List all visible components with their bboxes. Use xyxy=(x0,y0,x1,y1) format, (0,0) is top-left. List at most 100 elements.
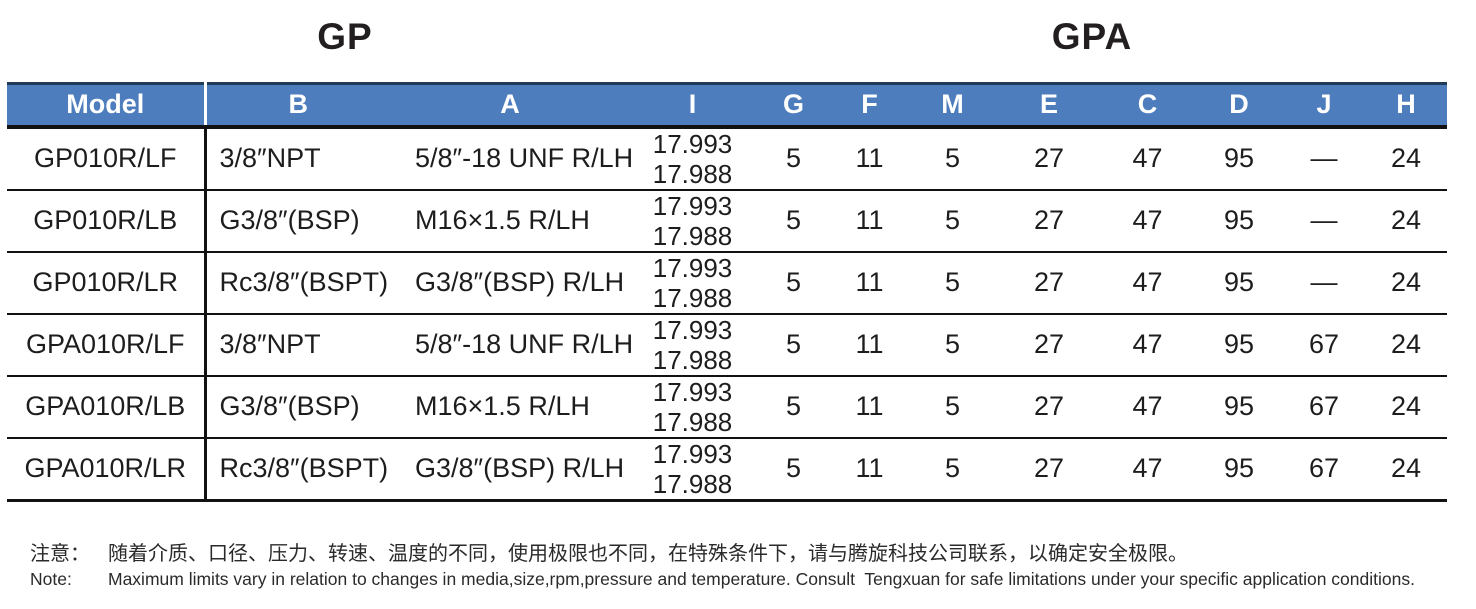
cell-f: 11 xyxy=(832,313,907,377)
cell-i: 17.993 17.988 xyxy=(630,437,755,502)
cell-d: 95 xyxy=(1195,251,1283,315)
cell-model: GPA010R/LR xyxy=(7,437,207,502)
cell-g: 5 xyxy=(755,437,832,502)
cell-d: 95 xyxy=(1195,437,1283,502)
cell-c: 47 xyxy=(1100,437,1195,502)
cell-i-upper: 17.993 xyxy=(652,314,733,345)
cell-i-lower: 17.988 xyxy=(652,344,733,375)
cell-i-upper: 17.993 xyxy=(652,190,733,221)
cell-h: 24 xyxy=(1365,189,1447,253)
cell-i-lower: 17.988 xyxy=(652,406,733,437)
note-line-english: Note: Maximum limits vary in relation to… xyxy=(30,567,1476,591)
header-c: C xyxy=(1100,82,1195,129)
cell-g: 5 xyxy=(755,126,832,191)
header-f: F xyxy=(832,82,907,129)
cell-b: 3/8″NPT xyxy=(205,126,390,191)
cell-i-upper: 17.993 xyxy=(652,252,733,283)
cell-b: 3/8″NPT xyxy=(205,313,390,377)
cell-g: 5 xyxy=(755,375,832,439)
cell-j: 67 xyxy=(1283,313,1365,377)
cell-b: Rc3/8″(BSPT) xyxy=(205,251,390,315)
cell-model: GPA010R/LF xyxy=(7,313,207,377)
cell-d: 95 xyxy=(1195,313,1283,377)
cell-i-lower: 17.988 xyxy=(652,220,733,251)
cell-d: 95 xyxy=(1195,375,1283,439)
cell-h: 24 xyxy=(1365,251,1447,315)
cell-f: 11 xyxy=(832,189,907,253)
cell-c: 47 xyxy=(1100,251,1195,315)
table-row: GPA010R/LR Rc3/8″(BSPT) G3/8″(BSP) R/LH … xyxy=(7,437,1447,502)
cell-d: 95 xyxy=(1195,189,1283,253)
header-a: A xyxy=(390,82,630,129)
table-header-row: Model B A I G F M E C D J H xyxy=(7,82,1447,129)
cell-j: — xyxy=(1283,251,1365,315)
cell-i: 17.993 17.988 xyxy=(630,189,755,253)
cell-model: GPA010R/LB xyxy=(7,375,207,439)
cell-model: GP010R/LB xyxy=(7,189,207,253)
series-title-gp: GP xyxy=(317,16,373,57)
header-m: M xyxy=(907,82,998,129)
note-block: 注意： 随着介质、口径、压力、转速、温度的不同，使用极限也不同，在特殊条件下，请… xyxy=(30,542,1476,591)
cell-m: 5 xyxy=(907,126,998,191)
series-titles: GP GPA xyxy=(0,0,1476,82)
cell-e: 27 xyxy=(998,313,1100,377)
cell-h: 24 xyxy=(1365,126,1447,191)
cell-m: 5 xyxy=(907,313,998,377)
header-b: B xyxy=(205,82,390,129)
cell-e: 27 xyxy=(998,126,1100,191)
cell-c: 47 xyxy=(1100,375,1195,439)
cell-i: 17.993 17.988 xyxy=(630,375,755,439)
cell-e: 27 xyxy=(998,189,1100,253)
cell-m: 5 xyxy=(907,375,998,439)
cell-i-upper: 17.993 xyxy=(652,376,733,407)
cell-d: 95 xyxy=(1195,126,1283,191)
cell-h: 24 xyxy=(1365,437,1447,502)
cell-e: 27 xyxy=(998,375,1100,439)
cell-g: 5 xyxy=(755,189,832,253)
header-model: Model xyxy=(7,82,207,129)
table-row: GPA010R/LF 3/8″NPT 5/8″-18 UNF R/LH 17.9… xyxy=(7,313,1447,377)
cell-i-lower: 17.988 xyxy=(652,158,733,189)
table-row: GP010R/LR Rc3/8″(BSPT) G3/8″(BSP) R/LH 1… xyxy=(7,251,1447,315)
table-row: GP010R/LB G3/8″(BSP) M16×1.5 R/LH 17.993… xyxy=(7,189,1447,253)
cell-i-lower: 17.988 xyxy=(652,468,733,499)
note-label-chinese: 注意： xyxy=(30,542,90,565)
cell-f: 11 xyxy=(832,126,907,191)
cell-e: 27 xyxy=(998,251,1100,315)
cell-g: 5 xyxy=(755,313,832,377)
spec-table: Model B A I G F M E C D J H GP010R/LF 3/… xyxy=(7,82,1447,502)
cell-e: 27 xyxy=(998,437,1100,502)
cell-b: Rc3/8″(BSPT) xyxy=(205,437,390,502)
cell-b: G3/8″(BSP) xyxy=(205,375,390,439)
cell-f: 11 xyxy=(832,251,907,315)
series-title-gpa: GPA xyxy=(1051,16,1133,57)
note-label-english: Note: xyxy=(30,568,72,589)
cell-j: — xyxy=(1283,126,1365,191)
cell-b: G3/8″(BSP) xyxy=(205,189,390,253)
cell-model: GP010R/LR xyxy=(7,251,207,315)
cell-j: — xyxy=(1283,189,1365,253)
cell-i-upper: 17.993 xyxy=(652,438,733,469)
table-row: GP010R/LF 3/8″NPT 5/8″-18 UNF R/LH 17.99… xyxy=(7,126,1447,191)
cell-m: 5 xyxy=(907,189,998,253)
note-text-english: Maximum limits vary in relation to chang… xyxy=(108,568,1415,589)
cell-a: M16×1.5 R/LH xyxy=(390,189,630,253)
cell-c: 47 xyxy=(1100,126,1195,191)
cell-i-lower: 17.988 xyxy=(652,282,733,313)
cell-c: 47 xyxy=(1100,189,1195,253)
table-row: GPA010R/LB G3/8″(BSP) M16×1.5 R/LH 17.99… xyxy=(7,375,1447,439)
cell-f: 11 xyxy=(832,375,907,439)
cell-a: G3/8″(BSP) R/LH xyxy=(390,437,630,502)
header-d: D xyxy=(1195,82,1283,129)
cell-f: 11 xyxy=(832,437,907,502)
header-j: J xyxy=(1283,82,1365,129)
header-g: G xyxy=(755,82,832,129)
cell-a: M16×1.5 R/LH xyxy=(390,375,630,439)
cell-h: 24 xyxy=(1365,313,1447,377)
cell-g: 5 xyxy=(755,251,832,315)
cell-m: 5 xyxy=(907,437,998,502)
note-text-chinese: 随着介质、口径、压力、转速、温度的不同，使用极限也不同，在特殊条件下，请与腾旋科… xyxy=(108,542,1188,565)
cell-model: GP010R/LF xyxy=(7,126,207,191)
cell-a: 5/8″-18 UNF R/LH xyxy=(390,313,633,377)
header-e: E xyxy=(998,82,1100,129)
